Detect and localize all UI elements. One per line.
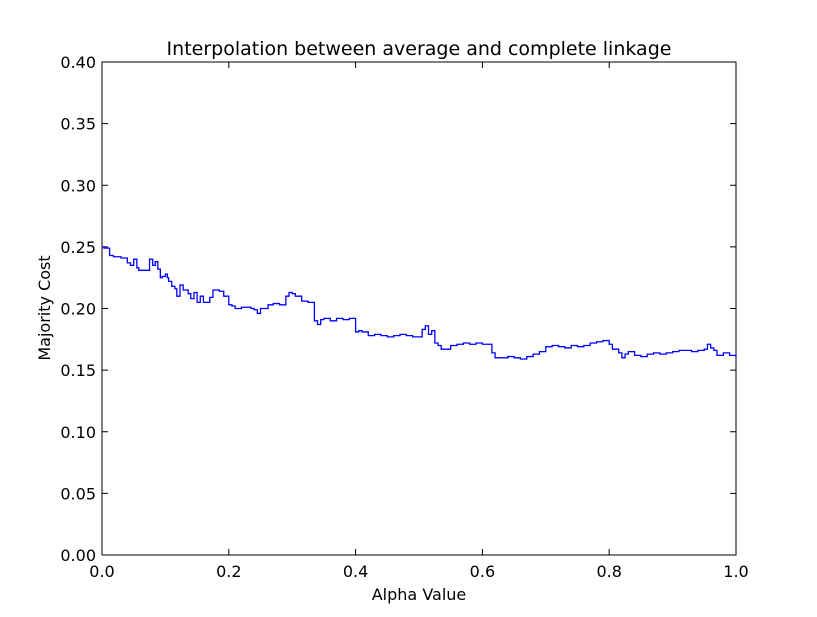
x-tick-label: 0.4 bbox=[343, 562, 368, 581]
series-line bbox=[102, 246, 737, 360]
y-tick-label: 0.15 bbox=[60, 361, 96, 380]
chart-title: Interpolation between average and comple… bbox=[167, 38, 672, 60]
y-tick-label: 0.40 bbox=[60, 53, 96, 72]
y-tick-label: 0.25 bbox=[60, 238, 96, 257]
x-tick-label: 1.0 bbox=[723, 562, 748, 581]
x-tick-label: 0.6 bbox=[470, 562, 495, 581]
y-tick-label: 0.20 bbox=[60, 300, 96, 319]
x-tick-label: 0.0 bbox=[89, 562, 114, 581]
y-tick-label: 0.30 bbox=[60, 176, 96, 195]
x-tick-label: 0.2 bbox=[216, 562, 241, 581]
y-tick-label: 0.10 bbox=[60, 423, 96, 442]
x-tick-label: 0.8 bbox=[596, 562, 621, 581]
axis-tick-labels: 0.0 0.2 0.4 0.6 0.8 1.0 0.00 0.05 0.10 0.15 0.20 0.… bbox=[60, 53, 748, 581]
y-tick-label: 0.05 bbox=[60, 484, 96, 503]
axis-ticks bbox=[101, 61, 737, 556]
y-tick-label: 0.35 bbox=[60, 115, 96, 134]
y-axis-label: Majority Cost bbox=[35, 255, 54, 360]
x-axis-label: Alpha Value bbox=[372, 585, 467, 604]
y-tick-label: 0.00 bbox=[60, 546, 96, 565]
plot-area bbox=[101, 61, 737, 556]
